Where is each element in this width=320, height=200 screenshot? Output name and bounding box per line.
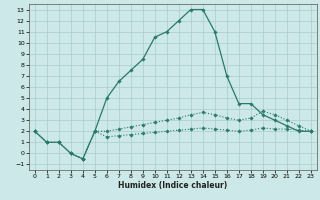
X-axis label: Humidex (Indice chaleur): Humidex (Indice chaleur) bbox=[118, 181, 228, 190]
